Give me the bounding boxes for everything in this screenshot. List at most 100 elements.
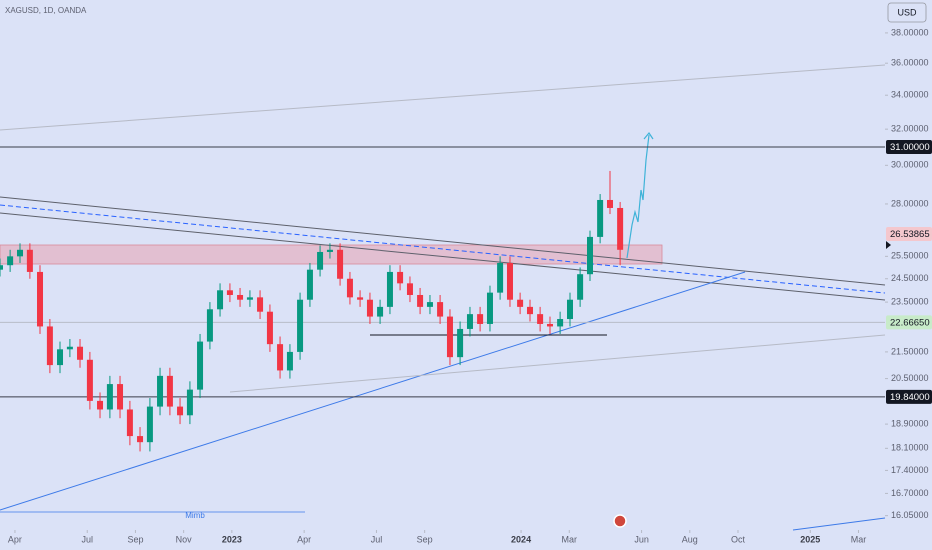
annotation: Mimb	[185, 511, 205, 520]
price-label: 19.84000	[890, 392, 930, 403]
candle-body	[257, 297, 264, 312]
candle-body	[177, 406, 184, 416]
x-tick-label: Jun	[634, 534, 649, 544]
y-tick-label: 36.00000	[891, 58, 929, 68]
candle-body	[246, 297, 253, 300]
candle-body	[217, 290, 224, 310]
trend-line	[0, 212, 886, 301]
candle-body	[587, 236, 593, 275]
y-tick-label: 16.05000	[891, 510, 929, 520]
candle-body	[317, 251, 324, 270]
candle-body	[277, 344, 284, 371]
candle-body	[146, 406, 153, 443]
currency-label[interactable]: USD	[897, 7, 917, 17]
y-tick-label: 18.90000	[891, 418, 929, 428]
candle-body	[386, 271, 393, 307]
y-tick-label: 24.50000	[891, 273, 929, 283]
x-tick-label: Mar	[562, 534, 578, 544]
price-label-box	[886, 315, 932, 330]
candle-body	[577, 274, 584, 300]
x-tick-label: Oct	[731, 534, 746, 544]
candle-body	[7, 256, 14, 266]
candle-body	[0, 265, 3, 270]
candle-body	[97, 400, 104, 410]
y-tick-label: 21.50000	[891, 346, 929, 356]
candle-body	[346, 278, 353, 298]
candle-body	[237, 294, 244, 300]
x-tick-label: Sep	[127, 534, 143, 544]
candle-body	[46, 326, 53, 366]
candles	[0, 146, 885, 452]
currency-button[interactable]	[887, 2, 927, 23]
y-tick-label: 28.00000	[891, 198, 929, 208]
candle-body	[137, 436, 144, 443]
candle-body	[406, 283, 413, 295]
candle-body	[426, 302, 433, 307]
trend-line	[229, 334, 886, 393]
price-label-box	[886, 139, 932, 154]
candle-body	[506, 262, 513, 300]
y-tick-label: 18.10000	[891, 443, 929, 453]
x-tick-label: 2024	[511, 534, 531, 544]
candle-body	[226, 290, 233, 295]
trend-line	[0, 196, 886, 286]
candle-body	[597, 199, 604, 237]
candle-body	[357, 297, 364, 300]
price-label: 22.66650	[890, 317, 930, 328]
y-tick-label: 23.50000	[891, 296, 929, 306]
price-label-box	[886, 389, 932, 404]
trend-line	[792, 517, 886, 531]
candle-body	[186, 389, 193, 416]
x-tick-label: Aug	[682, 534, 698, 544]
candle-body	[297, 299, 304, 352]
candle-body	[617, 207, 624, 250]
candle-body	[166, 375, 173, 407]
candle-body	[417, 294, 424, 307]
x-tick-label: Apr	[8, 534, 22, 544]
candle-body	[366, 299, 373, 317]
x-tick-label: Jul	[371, 534, 383, 544]
x-tick-label: Jul	[81, 534, 93, 544]
candle-body	[446, 316, 453, 358]
symbol-title: XAGUSD, 1D, OANDA	[5, 6, 87, 15]
candle-body	[477, 314, 484, 324]
x-tick-label: 2025	[800, 534, 820, 544]
candle-body	[537, 314, 544, 324]
candle-body	[517, 299, 524, 307]
y-tick-label: 34.00000	[891, 90, 929, 100]
candle-body	[106, 384, 113, 410]
candle-body	[497, 262, 504, 293]
y-tick-label: 32.00000	[891, 124, 929, 134]
trend-line-dashed	[0, 204, 886, 294]
candle-body	[66, 346, 73, 350]
candle-body	[157, 375, 164, 407]
candle-body	[117, 384, 124, 410]
candle-body	[206, 309, 213, 342]
candle-body	[486, 292, 493, 324]
event-icon[interactable]	[613, 514, 627, 528]
candle-body	[57, 349, 64, 366]
candle-body	[607, 199, 614, 208]
candle-body	[197, 341, 204, 390]
y-tick-label: 38.00000	[891, 27, 929, 37]
candle-body	[77, 346, 84, 360]
y-tick-label: 25.50000	[891, 251, 929, 261]
candle-body	[26, 249, 33, 272]
candle-body	[546, 323, 553, 327]
candle-body	[566, 299, 573, 320]
candle-body	[86, 359, 93, 401]
candle-body	[397, 271, 404, 284]
candle-body	[437, 302, 444, 317]
support-trend-line	[0, 271, 746, 511]
y-tick-label: 17.40000	[891, 465, 929, 475]
resistance-zone	[0, 244, 663, 265]
x-tick-label: Sep	[417, 534, 433, 544]
candle-body	[306, 269, 313, 300]
candle-body	[126, 409, 133, 437]
candle-body	[377, 306, 384, 317]
candle-body	[557, 319, 564, 327]
candle-body	[326, 249, 333, 252]
candle-body	[17, 249, 24, 257]
